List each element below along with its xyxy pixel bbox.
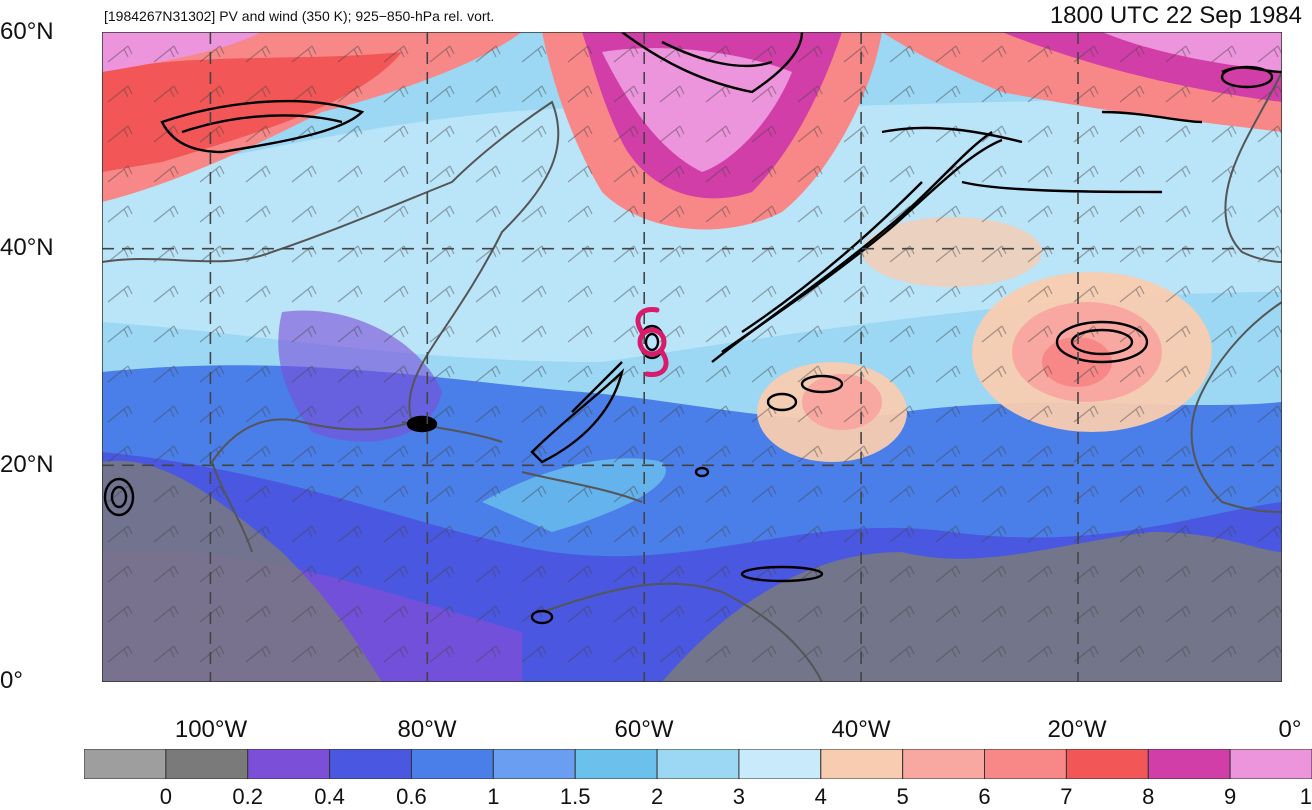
lat-label-40n: 40°N <box>0 234 54 261</box>
map-grid <box>102 32 1282 682</box>
vorticity-contours <box>103 32 1282 625</box>
colorbar-swatch <box>165 749 249 779</box>
colorbar-swatch <box>329 749 412 779</box>
lat-label-0: 0° <box>0 667 23 694</box>
lon-label-60w: 60°W <box>614 716 674 743</box>
colorbar-tick-label: 9 <box>1224 784 1237 809</box>
colorbar-tick-label: 0 <box>159 784 172 809</box>
lon-label-0: 0° <box>1278 716 1302 743</box>
lat-label-20n: 20°N <box>0 451 54 478</box>
colorbar-swatch <box>492 749 576 779</box>
colorbar-tick-label: 10 <box>1299 784 1312 809</box>
pv-wind-map <box>102 32 1282 682</box>
map-subtitle: [1984267N31302] PV and wind (350 K); 925… <box>104 8 495 24</box>
lon-label-100w: 100°W <box>174 716 248 743</box>
colorbar-tick-label: 7 <box>1060 784 1073 809</box>
colorbar-swatch <box>820 749 904 779</box>
colorbar-tick-label: 0.4 <box>314 784 345 809</box>
colorbar-tick-label: 2 <box>650 784 664 809</box>
colorbar-swatch <box>656 749 740 779</box>
colorbar-tick-label: 0.6 <box>396 784 427 809</box>
colorbar-tick-label: 1.5 <box>559 784 591 809</box>
coastline-south-america <box>541 582 823 682</box>
colorbar-swatch <box>902 749 986 779</box>
colorbar-swatch <box>984 749 1067 779</box>
colorbar-swatch <box>84 749 167 779</box>
colorbar-swatch <box>574 749 658 779</box>
colorbar-tick-label: 5 <box>896 784 909 809</box>
colorbar-swatch <box>247 749 331 779</box>
colorbar-swatch <box>1065 749 1149 779</box>
colorbar-tick-label: 1 <box>487 784 500 809</box>
colorbar-swatch <box>1147 749 1231 779</box>
coastline-europe <box>1224 71 1282 263</box>
colorbar-tick-label: 6 <box>978 784 991 809</box>
lat-label-60n: 60°N <box>0 18 54 45</box>
lon-label-80w: 80°W <box>397 716 457 743</box>
map-valid-time: 1800 UTC 22 Sep 1984 <box>1049 2 1302 29</box>
colorbar-tick-label: 8 <box>1142 784 1155 809</box>
hurricane-symbol-icon <box>635 306 669 378</box>
pv-colorbar <box>84 749 1312 779</box>
colorbar-tick-label: 4 <box>814 784 827 809</box>
coastline-north-america <box>102 100 560 553</box>
colorbar-swatch <box>1229 749 1312 779</box>
colorbar-tick-label: 0.2 <box>232 784 264 809</box>
lon-label-40w: 40°W <box>831 716 891 743</box>
wind-barbs <box>102 32 1282 682</box>
lon-label-20w: 20°W <box>1047 716 1107 743</box>
colorbar-swatch <box>738 749 822 779</box>
coastline-africa <box>1190 301 1282 513</box>
colorbar-swatch <box>410 749 494 779</box>
colorbar-tick-label: 3 <box>732 784 746 809</box>
